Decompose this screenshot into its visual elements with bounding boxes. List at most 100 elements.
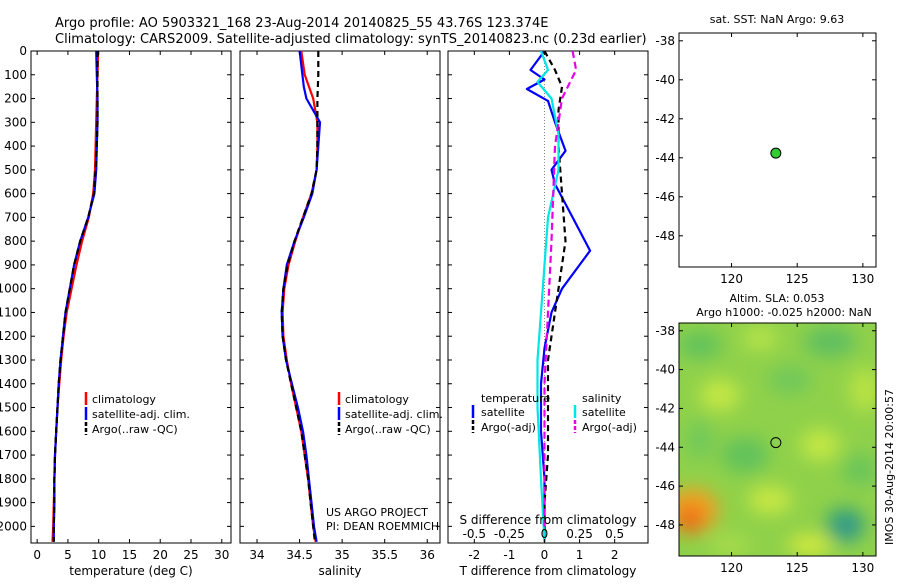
x-tick-label: -2 [468,548,480,562]
x-tick-label: 15 [122,548,137,562]
temperature-legend: climatology satellite-adj. clim. Argo(..… [84,392,190,436]
series-line [280,51,320,542]
depth-tick-label: 1700 [0,448,27,462]
temperature-lines [51,51,100,542]
x-tick-label: 0 [33,548,41,562]
x-axes: 0 5 10 15 20 25 30 34 34.5 35 35.5 36 -2 -1 0 1 2 -0.5 -0.… [33,51,624,562]
sla-map-title-line1: Altim. SLA: 0.053 [729,292,824,305]
series-line [525,51,592,542]
legend-label: Argo(-adj) [582,421,637,434]
depth-tick-label: 1600 [0,424,27,438]
sla-map-axes: 120 125 130 -38 -40 -42 -44 -46 -48 [655,323,876,575]
x-tick-label: 1 [576,548,584,562]
salinity-legend: climatology satellite-adj. clim. Argo(..… [337,392,443,436]
map-y-tick-label: -42 [655,112,675,126]
depth-tick-label: 2000 [0,519,27,533]
series-line [536,51,560,542]
depth-tick-label: 1400 [0,377,27,391]
project-label: US ARGO PROJECT [326,506,428,519]
s-difference-label: S difference from climatology [460,513,637,527]
series-line [280,51,322,542]
difference-panel [447,50,649,544]
map-y-tick-label: -38 [655,34,675,48]
map-x-tick-label: 130 [851,272,874,286]
salinity-xlabel: salinity [318,564,361,578]
x-tick-label: 20 [153,548,168,562]
series-line [543,51,578,527]
salinity-panel [239,50,441,544]
map-y-tick-label: -40 [655,363,675,377]
figure-title-line1: Argo profile: AO 5903321_168 23-Aug-2014… [55,16,548,31]
map-y-tick-label: -38 [655,324,675,338]
argo-position-marker-sla [770,437,782,449]
depth-tick-label: 900 [4,258,27,272]
difference-lines [525,51,592,543]
difference-xlabel: T difference from climatology [459,564,637,578]
legend-label: Argo(-adj) [481,421,536,434]
depth-tick-label: 1000 [0,282,27,296]
x-tick-label: 0 [541,548,549,562]
depth-tick-label: 1900 [0,496,27,510]
depth-tick-label: 1200 [0,329,27,343]
depth-tick-label: 600 [4,187,27,201]
x-tick-label: 34.5 [286,548,313,562]
legend-header-salinity: salinity [582,392,622,405]
series-line [51,51,100,542]
x-tick-label: 30 [214,548,229,562]
sst-map [678,32,877,268]
depth-tick-label: 300 [4,115,27,129]
x-tick-label: 34 [249,548,264,562]
legend-label: satellite [481,406,525,419]
depth-tick-label: 200 [4,92,27,106]
map-x-tick-label: 125 [786,561,809,575]
legend-label: Argo(..raw -QC) [92,423,178,436]
s-tick-label: 0.25 [566,527,593,541]
pi-label: PI: DEAN ROEMMICH [326,520,439,533]
depth-tick-label: 500 [4,163,27,177]
salinity-lines [280,51,322,542]
sla-heatmap [679,323,876,556]
series-line [52,51,99,542]
depth-tick-label: 400 [4,139,27,153]
depth-tick-label: 1100 [0,305,27,319]
depth-tick-label: 1800 [0,472,27,486]
sla-map [678,322,877,557]
map-y-tick-label: -44 [655,151,675,165]
map-y-tick-label: -46 [655,190,675,204]
map-x-tick-label: 130 [851,561,874,575]
map-y-tick-label: -40 [655,73,675,87]
s-tick-label: -0.5 [463,527,486,541]
map-y-tick-label: -42 [655,401,675,415]
legend-label: Argo(..raw -QC) [345,423,431,436]
legend-label: climatology [345,393,409,406]
depth-tick-label: 800 [4,234,27,248]
x-tick-label: -1 [503,548,515,562]
map-y-tick-label: -44 [655,440,675,454]
map-x-tick-label: 125 [786,272,809,286]
x-tick-label: 10 [91,548,106,562]
sla-map-title-line2: Argo h1000: -0.025 h2000: NaN [696,306,872,319]
map-y-tick-label: -48 [655,518,675,532]
legend-header-temperature: temperature [481,392,550,405]
map-x-tick-label: 120 [720,272,743,286]
series-line [281,51,319,542]
depth-tick-label: 1300 [0,353,27,367]
legend-label: satellite-adj. clim. [92,408,190,421]
depth-tick-label: 1500 [0,401,27,415]
legend-label: climatology [92,393,156,406]
imos-credit: IMOS 30-Aug-2014 20:00:57 [883,389,896,545]
map-x-tick-label: 120 [720,561,743,575]
s-tick-label: 0 [541,527,549,541]
x-tick-label: 25 [183,548,198,562]
depth-tick-label: 700 [4,210,27,224]
x-tick-label: 5 [64,548,72,562]
temperature-panel [30,50,232,544]
sst-map-title: sat. SST: NaN Argo: 9.63 [710,13,844,26]
x-tick-label: 2 [611,548,619,562]
legend-label: satellite-adj. clim. [345,408,443,421]
x-tick-label: 36 [420,548,435,562]
figure-title-line2: Climatology: CARS2009. Satellite-adjuste… [55,32,647,47]
depth-tick-label: 0 [19,44,27,58]
x-tick-label: 35 [334,548,349,562]
